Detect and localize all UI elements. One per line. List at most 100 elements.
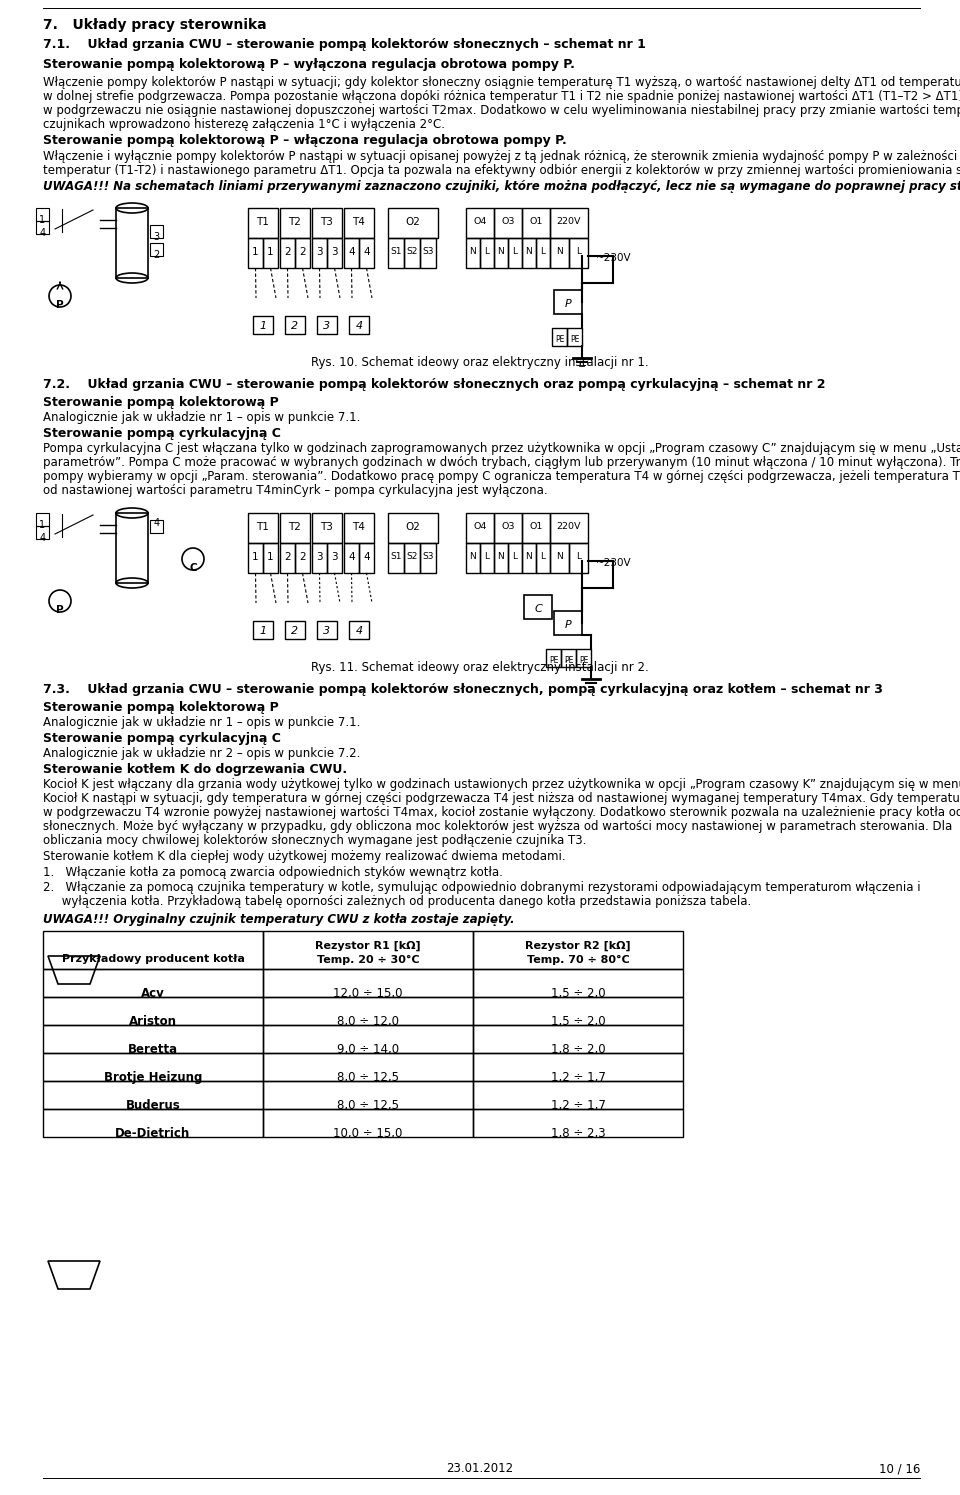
Bar	[561, 649, 576, 667]
Text: 10 / 16: 10 / 16	[878, 1462, 920, 1476]
Text: 1,5 ÷ 2,0: 1,5 ÷ 2,0	[551, 1015, 606, 1029]
Text: 1: 1	[259, 321, 267, 330]
Bar	[508, 543, 522, 573]
Bar	[43, 931, 263, 969]
Text: O3: O3	[501, 522, 515, 531]
Text: T1: T1	[256, 217, 270, 227]
Text: PE: PE	[570, 335, 579, 344]
Text: 220V: 220V	[557, 217, 581, 226]
Bar	[473, 969, 683, 997]
Text: PE: PE	[549, 656, 558, 665]
Text: Pompa cyrkulacyjna C jest włączana tylko w godzinach zaprogramowanych przez użyt: Pompa cyrkulacyjna C jest włączana tylko…	[43, 443, 960, 454]
Bar	[285, 315, 305, 333]
Text: 7.   Układy pracy sterownika: 7. Układy pracy sterownika	[43, 18, 267, 31]
Text: 8,0 ÷ 12,0: 8,0 ÷ 12,0	[337, 1015, 399, 1029]
Text: Buderus: Buderus	[126, 1099, 180, 1112]
Bar	[295, 238, 310, 268]
Bar	[253, 315, 273, 333]
Text: 10,0 ÷ 15,0: 10,0 ÷ 15,0	[333, 1127, 402, 1141]
Text: L: L	[540, 552, 545, 561]
Bar	[388, 238, 404, 268]
Bar	[280, 208, 310, 238]
Text: Analogicznie jak w układzie nr 2 – opis w punkcie 7.2.: Analogicznie jak w układzie nr 2 – opis …	[43, 748, 360, 759]
Text: 8,0 ÷ 12,5: 8,0 ÷ 12,5	[337, 1070, 399, 1084]
Text: O2: O2	[405, 217, 420, 227]
Text: N: N	[556, 247, 563, 256]
Text: 12,0 ÷ 15,0: 12,0 ÷ 15,0	[333, 987, 403, 1000]
Text: 1: 1	[39, 215, 45, 226]
Text: 1: 1	[259, 626, 267, 635]
Text: N: N	[497, 247, 504, 256]
Text: Analogicznie jak w układzie nr 1 – opis w punkcie 7.1.: Analogicznie jak w układzie nr 1 – opis …	[43, 716, 360, 730]
Bar	[263, 997, 473, 1026]
Text: De-Dietrich: De-Dietrich	[115, 1127, 191, 1141]
Text: O2: O2	[405, 522, 420, 532]
Bar	[150, 520, 163, 534]
Bar	[312, 238, 327, 268]
Text: O4: O4	[473, 217, 487, 226]
Bar	[263, 931, 473, 969]
Text: L: L	[485, 247, 490, 256]
Text: T2: T2	[289, 522, 301, 532]
Bar	[494, 208, 522, 238]
Text: N: N	[497, 552, 504, 561]
Text: O3: O3	[501, 217, 515, 226]
Text: Rys. 10. Schemat ideowy oraz elektryczny instalacji nr 1.: Rys. 10. Schemat ideowy oraz elektryczny…	[311, 356, 649, 369]
Bar	[473, 1026, 683, 1052]
Text: 1: 1	[39, 520, 45, 531]
Text: O1: O1	[529, 522, 542, 531]
Bar	[344, 543, 359, 573]
Text: L: L	[576, 247, 581, 256]
Text: Sterowanie pompą kolektorową P: Sterowanie pompą kolektorową P	[43, 701, 278, 715]
Text: N: N	[469, 247, 476, 256]
Bar	[317, 315, 337, 333]
Text: 4: 4	[348, 552, 355, 562]
Bar	[317, 620, 337, 638]
Text: 2: 2	[292, 321, 299, 330]
Text: P: P	[564, 620, 571, 629]
Text: Ariston: Ariston	[129, 1015, 177, 1029]
Bar	[522, 513, 550, 543]
Text: słonecznych. Może być wyłączany w przypadku, gdy obliczona moc kolektorów jest w: słonecznych. Może być wyłączany w przypa…	[43, 819, 952, 833]
Text: 220V: 220V	[557, 522, 581, 531]
Bar	[344, 238, 359, 268]
Bar	[43, 997, 263, 1026]
Bar	[344, 208, 374, 238]
Bar	[43, 969, 263, 997]
Bar	[554, 611, 582, 635]
Bar	[263, 969, 473, 997]
Text: S2: S2	[406, 247, 418, 256]
Text: 9,0 ÷ 14,0: 9,0 ÷ 14,0	[337, 1044, 399, 1055]
Text: 7.2.    Układ grzania CWU – sterowanie pompą kolektorów słonecznych oraz pompą c: 7.2. Układ grzania CWU – sterowanie pomp…	[43, 378, 826, 392]
Bar	[404, 238, 420, 268]
Text: O1: O1	[529, 217, 542, 226]
Text: P: P	[57, 605, 63, 614]
Text: Włączenie i wyłącznie pompy kolektorów P nastąpi w sytuacji opisanej powyżej z t: Włączenie i wyłącznie pompy kolektorów P…	[43, 150, 960, 163]
Text: N: N	[526, 552, 533, 561]
Bar	[388, 543, 404, 573]
Text: 4: 4	[348, 247, 355, 257]
Text: Brotje Heizung: Brotje Heizung	[104, 1070, 203, 1084]
Bar	[494, 513, 522, 543]
Bar	[473, 1081, 683, 1109]
Text: czujnikach wprowadzono histerezę załączenia 1°C i wyłączenia 2°C.: czujnikach wprowadzono histerezę załącze…	[43, 118, 445, 132]
Text: pompy wybieramy w opcji „Param. sterowania”. Dodatkowo pracę pompy C ogranicza t: pompy wybieramy w opcji „Param. sterowan…	[43, 469, 960, 483]
Text: Temp. 20 ÷ 30°C: Temp. 20 ÷ 30°C	[317, 955, 420, 966]
Bar	[280, 543, 295, 573]
Text: T3: T3	[321, 522, 333, 532]
Text: 4: 4	[39, 534, 45, 543]
Bar	[253, 620, 273, 638]
Text: 4: 4	[363, 552, 370, 562]
Text: ~230V: ~230V	[596, 253, 632, 263]
Text: 2: 2	[300, 552, 306, 562]
Text: 3: 3	[331, 552, 338, 562]
Bar	[466, 543, 480, 573]
Bar	[349, 315, 369, 333]
Text: w podgrzewaczu T4 wzronie powyżej nastawionej wartości T4max, kocioł zostanie wy: w podgrzewaczu T4 wzronie powyżej nastaw…	[43, 806, 960, 819]
Text: 1: 1	[252, 247, 259, 257]
Bar	[285, 620, 305, 638]
Bar	[263, 238, 278, 268]
Text: 3: 3	[316, 247, 323, 257]
Bar	[466, 208, 494, 238]
Text: w podgrzewaczu nie osiągnie nastawionej dopuszczonej wartości T2max. Dodatkowo w: w podgrzewaczu nie osiągnie nastawionej …	[43, 105, 960, 117]
